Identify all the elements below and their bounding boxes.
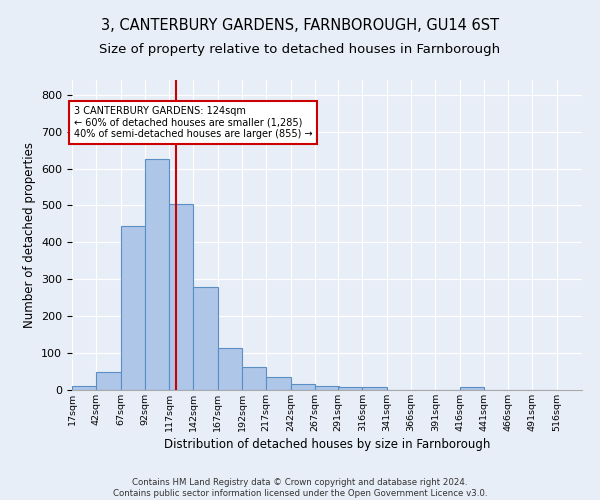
Bar (242, 367, 266, 390)
Bar (460, 388, 484, 390)
X-axis label: Distribution of detached houses by size in Farnborough: Distribution of detached houses by size … (164, 438, 490, 451)
Bar (338, 387, 362, 390)
Bar (315, 386, 339, 390)
Bar (266, 378, 290, 390)
Text: 3, CANTERBURY GARDENS, FARNBOROUGH, GU14 6ST: 3, CANTERBURY GARDENS, FARNBOROUGH, GU14… (101, 18, 499, 32)
Bar (169, 204, 193, 390)
Y-axis label: Number of detached properties: Number of detached properties (23, 142, 35, 328)
Bar (290, 384, 315, 390)
Text: Contains HM Land Registry data © Crown copyright and database right 2024.
Contai: Contains HM Land Registry data © Crown c… (113, 478, 487, 498)
Bar (96, 372, 121, 390)
Bar (193, 286, 218, 390)
Bar (218, 348, 242, 390)
Bar (72, 386, 96, 390)
Text: 3 CANTERBURY GARDENS: 124sqm
← 60% of detached houses are smaller (1,285)
40% of: 3 CANTERBURY GARDENS: 124sqm ← 60% of de… (74, 106, 313, 139)
Text: Size of property relative to detached houses in Farnborough: Size of property relative to detached ho… (100, 42, 500, 56)
Bar (145, 160, 169, 390)
Bar (121, 226, 145, 390)
Bar (362, 388, 387, 390)
